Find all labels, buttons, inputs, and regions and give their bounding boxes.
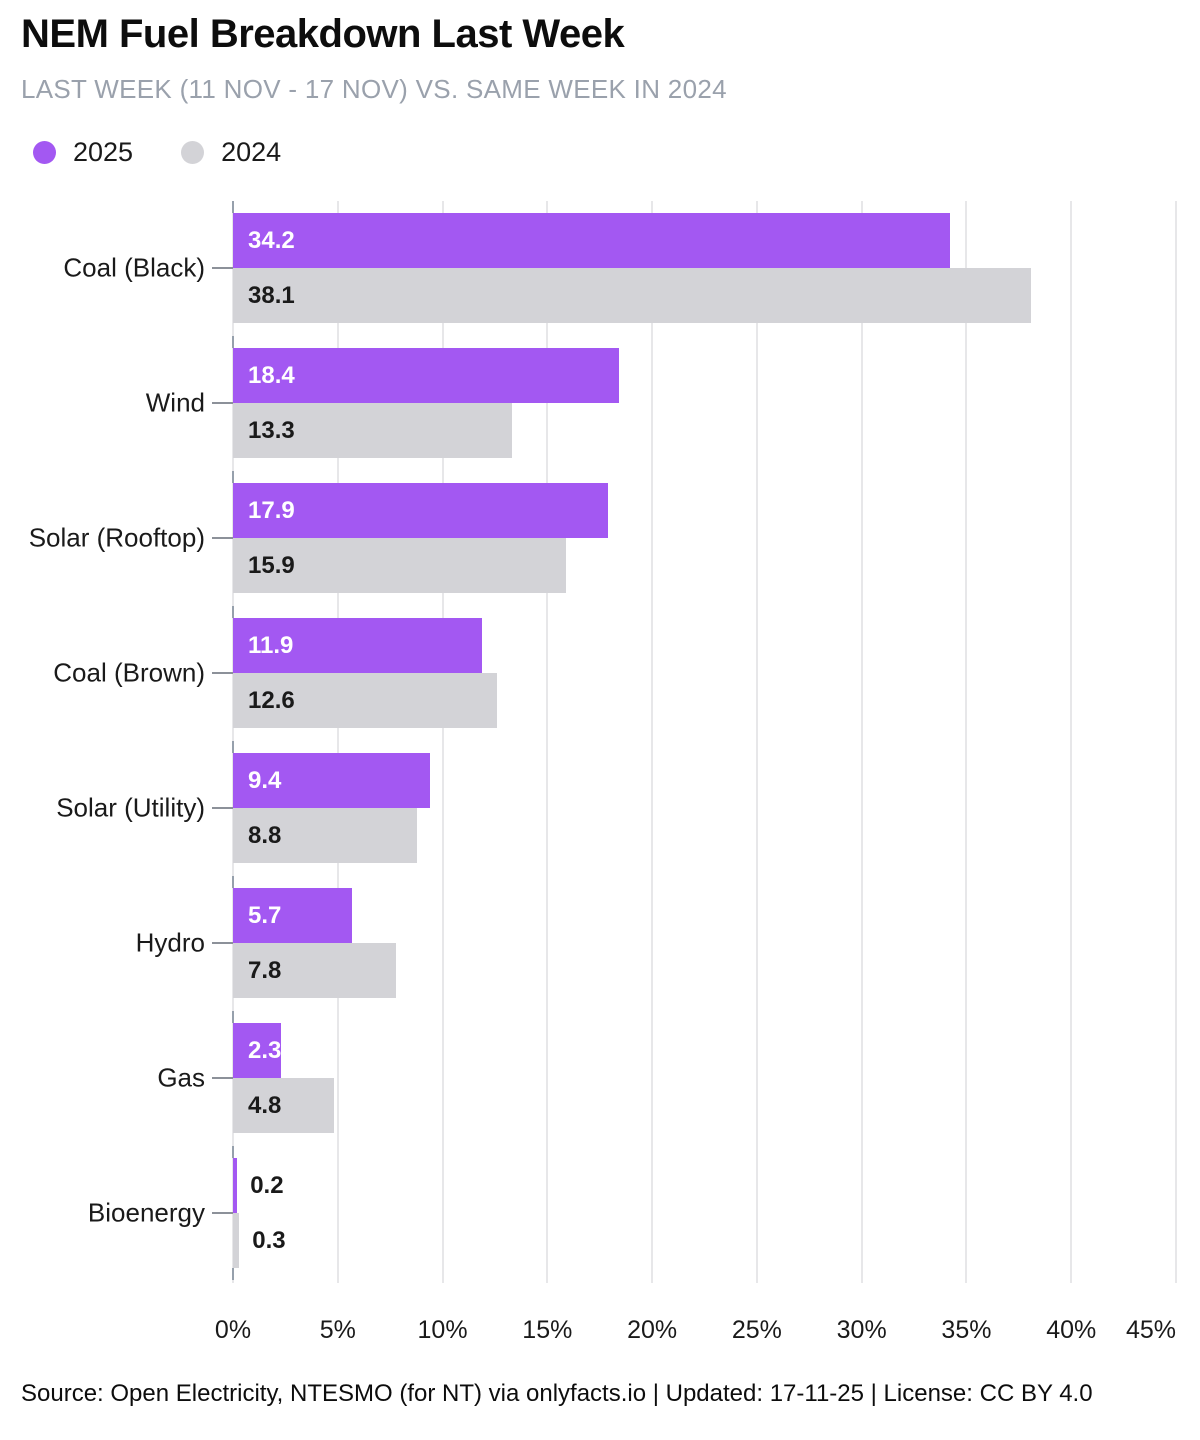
category-tick: [212, 807, 233, 809]
chart-bar-2024: 0.3: [233, 1213, 286, 1268]
gridline: [336, 201, 339, 1283]
bar-value-label: 8.8: [248, 821, 282, 849]
chart-bar-2025: 2.3: [233, 1023, 281, 1078]
axis-tick: [232, 1146, 234, 1158]
chart-bar-2024: 12.6: [233, 673, 498, 728]
category-label: Coal (Brown): [53, 657, 205, 688]
x-tick-label: 5%: [319, 1316, 356, 1344]
x-tick-label: 30%: [836, 1316, 887, 1344]
x-tick-label: 0%: [214, 1316, 252, 1344]
chart-bar-2025: 18.4: [233, 348, 619, 403]
category-tick: [212, 942, 233, 944]
x-tick-label: 25%: [731, 1316, 782, 1344]
axis-tick: [232, 201, 234, 213]
bar-value-label: 15.9: [248, 551, 295, 579]
x-tick-label: 35%: [941, 1316, 992, 1344]
category-label: Solar (Utility): [56, 792, 205, 823]
chart-bar-2025: 5.7: [233, 888, 353, 943]
gridline: [755, 201, 758, 1283]
chart-bar-2024: 7.8: [233, 943, 397, 998]
bar-chart-plot-area: Coal (Black) 34.2 38.1 Wind 18.4 13.3 Solar (R…: [0, 201, 1200, 1283]
category-tick: [212, 1077, 233, 1079]
category-tick: [212, 402, 233, 404]
x-tick-label: 40%: [1046, 1316, 1097, 1344]
bar-value-label: 0.3: [252, 1226, 286, 1254]
category-tick: [212, 1212, 233, 1214]
bar-value-label: 5.7: [248, 901, 282, 929]
category-tick: [212, 267, 233, 269]
legend-item-2024: 2024: [181, 137, 281, 168]
bar-value-label: 17.9: [248, 496, 295, 524]
gridline: [441, 201, 444, 1283]
chart-bar-2024: 4.8: [233, 1078, 334, 1133]
x-axis: 0% 5% 10% 15% 20% 25% 30% 35% 40% 45%: [0, 1316, 1200, 1352]
bar-value-label: 2.3: [248, 1036, 282, 1064]
category-label: Hydro: [135, 927, 205, 958]
axis-tick: [232, 1011, 234, 1023]
category-label: Coal (Black): [63, 252, 205, 283]
bar-value-label: 38.1: [248, 281, 295, 309]
axis-tick: [232, 606, 234, 618]
bar-value-label: 18.4: [248, 361, 295, 389]
chart-bar-2024: 38.1: [233, 268, 1032, 323]
chart-bar-2025: 0.2: [233, 1158, 284, 1213]
x-tick-label: 45%: [1125, 1316, 1176, 1344]
bar-value-label: 7.8: [248, 956, 282, 984]
chart-bar-2025: 9.4: [233, 753, 430, 808]
gridline: [860, 201, 863, 1283]
bar-value-label: 12.6: [248, 686, 295, 714]
legend-item-label: 2025: [73, 136, 134, 167]
category-label: Gas: [157, 1062, 205, 1093]
category-label: Solar (Rooftop): [28, 522, 205, 553]
axis-tick: [232, 336, 234, 348]
gridline: [965, 201, 968, 1283]
bar-value-label: 4.8: [248, 1091, 282, 1119]
axis-tick: [232, 471, 234, 483]
chart-subtitle: LAST WEEK (11 NOV - 17 NOV) VS. SAME WEE…: [21, 74, 727, 104]
chart-bar-2024: 13.3: [233, 403, 512, 458]
axis-tick: [232, 876, 234, 888]
legend: 2025 2024: [33, 137, 281, 168]
chart-bar-2024: 15.9: [233, 538, 567, 593]
legend-dot-icon: [181, 140, 205, 164]
x-tick-label: 20%: [627, 1316, 678, 1344]
category-tick: [212, 537, 233, 539]
chart-bar-2025: 11.9: [233, 618, 483, 673]
chart-bar-2024: 8.8: [233, 808, 418, 863]
legend-item-label: 2024: [221, 136, 282, 167]
x-tick-label: 10%: [417, 1316, 468, 1344]
bar-value-label: 34.2: [248, 226, 295, 254]
legend-dot-icon: [33, 140, 56, 164]
bar-value-label: 13.3: [248, 416, 295, 444]
category-label: Wind: [145, 387, 205, 418]
legend-item-2025: 2025: [33, 137, 133, 168]
bar-value-label: 9.4: [248, 766, 282, 794]
gridline: [546, 201, 549, 1283]
gridline: [651, 201, 654, 1283]
chart-title: NEM Fuel Breakdown Last Week: [21, 12, 625, 56]
category-label: Bioenergy: [87, 1197, 205, 1228]
chart-bar-2025: 34.2: [233, 213, 950, 268]
source-note: Source: Open Electricity, NTESMO (for NT…: [21, 1380, 1093, 1407]
bar-value-label: 0.2: [250, 1171, 284, 1199]
chart-bar-2025: 17.9: [233, 483, 609, 538]
x-tick-label: 15%: [522, 1316, 573, 1344]
gridline: [1070, 201, 1073, 1283]
axis-tick: [232, 741, 234, 753]
bar-value-label: 11.9: [248, 631, 294, 659]
gridline: [1175, 201, 1177, 1283]
category-tick: [212, 672, 233, 674]
axis-tick: [232, 1268, 234, 1280]
